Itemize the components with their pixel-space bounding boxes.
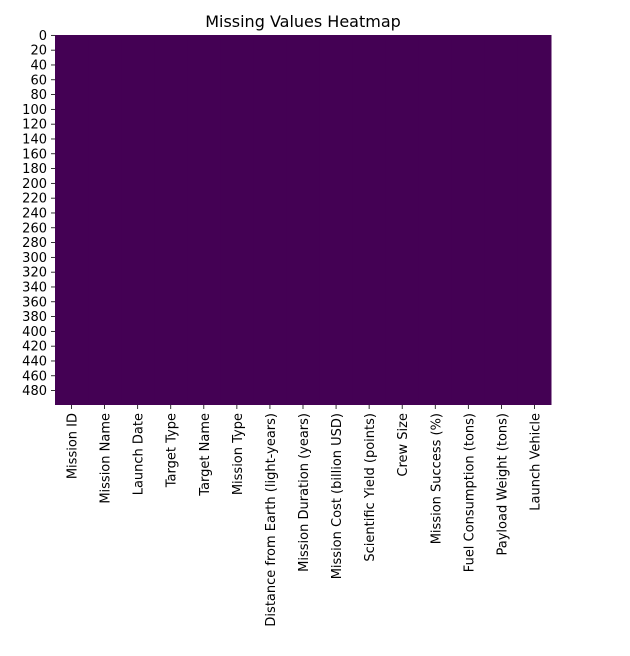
x-tick-label: Mission Success (%) bbox=[429, 413, 444, 544]
x-tick-label: Mission Name bbox=[99, 413, 114, 504]
y-tick-label: 440 bbox=[22, 354, 47, 369]
heatmap-column-cells bbox=[253, 35, 287, 405]
y-tick-label: 380 bbox=[22, 310, 47, 325]
heatmap-column-cells bbox=[121, 35, 155, 405]
x-tick-label: Scientific Yield (points) bbox=[363, 413, 378, 562]
chart-title: Missing Values Heatmap bbox=[205, 12, 401, 31]
y-tick-label: 360 bbox=[22, 295, 47, 310]
y-tick-label: 460 bbox=[22, 369, 47, 384]
x-tick-label: Target Name bbox=[198, 413, 213, 497]
x-tick-label: Launch Vehicle bbox=[528, 413, 543, 511]
y-tick-label: 200 bbox=[22, 177, 47, 192]
y-tick-label: 420 bbox=[22, 340, 47, 355]
y-tick-label: 160 bbox=[22, 147, 47, 162]
x-tick-label: Crew Size bbox=[396, 413, 411, 477]
y-tick-label: 120 bbox=[22, 118, 47, 133]
y-tick-label: 220 bbox=[22, 192, 47, 207]
x-tick-label: Mission Duration (years) bbox=[297, 413, 312, 572]
heatmap-column-cells bbox=[55, 35, 89, 405]
x-tick-label: Mission Cost (billion USD) bbox=[330, 413, 345, 579]
y-tick-label: 260 bbox=[22, 221, 47, 236]
heatmap-area bbox=[55, 35, 552, 405]
y-tick-label: 300 bbox=[22, 251, 47, 266]
y-axis: 0204060801001201401601802002202402602803… bbox=[22, 29, 55, 399]
heatmap-column-cells bbox=[286, 35, 321, 405]
x-tick-label: Target Type bbox=[165, 413, 180, 488]
y-tick-label: 280 bbox=[22, 236, 47, 251]
heatmap-column-cells bbox=[418, 35, 453, 405]
y-tick-label: 20 bbox=[30, 44, 47, 59]
x-axis: Mission ID Mission Name Launch Date Target … bbox=[66, 405, 543, 627]
x-tick-label: Launch Date bbox=[132, 413, 147, 495]
x-tick-label: Mission Type bbox=[231, 413, 246, 495]
y-tick-label: 320 bbox=[22, 266, 47, 281]
y-tick-label: 140 bbox=[22, 132, 47, 147]
y-tick-label: 240 bbox=[22, 206, 47, 221]
heatmap-column-cells bbox=[154, 35, 188, 405]
y-tick-label: 180 bbox=[22, 162, 47, 177]
y-tick-label: 400 bbox=[22, 325, 47, 340]
x-tick-label: Fuel Consumption (tons) bbox=[462, 413, 477, 572]
heatmap-column-cells bbox=[88, 35, 122, 405]
x-tick-label: Mission ID bbox=[66, 413, 81, 479]
y-tick-label: 0 bbox=[39, 29, 47, 44]
y-tick-label: 100 bbox=[22, 103, 47, 118]
heatmap-column-cells bbox=[451, 35, 486, 405]
heatmap-column-cells bbox=[517, 35, 552, 405]
heatmap-column-cells bbox=[484, 35, 519, 405]
heatmap-column-cells bbox=[385, 35, 420, 405]
y-tick-label: 480 bbox=[22, 384, 47, 399]
heatmap-column-cells bbox=[187, 35, 221, 405]
x-tick-label: Distance from Earth (light-years) bbox=[264, 413, 279, 627]
y-tick-label: 80 bbox=[30, 88, 47, 103]
y-tick-label: 40 bbox=[30, 58, 47, 73]
heatmap-column-cells bbox=[220, 35, 254, 405]
x-tick-label: Payload Weight (tons) bbox=[495, 413, 510, 555]
heatmap-column-cells bbox=[352, 35, 387, 405]
y-tick-label: 340 bbox=[22, 280, 47, 295]
heatmap-column-cells bbox=[319, 35, 354, 405]
y-tick-label: 60 bbox=[30, 73, 47, 88]
